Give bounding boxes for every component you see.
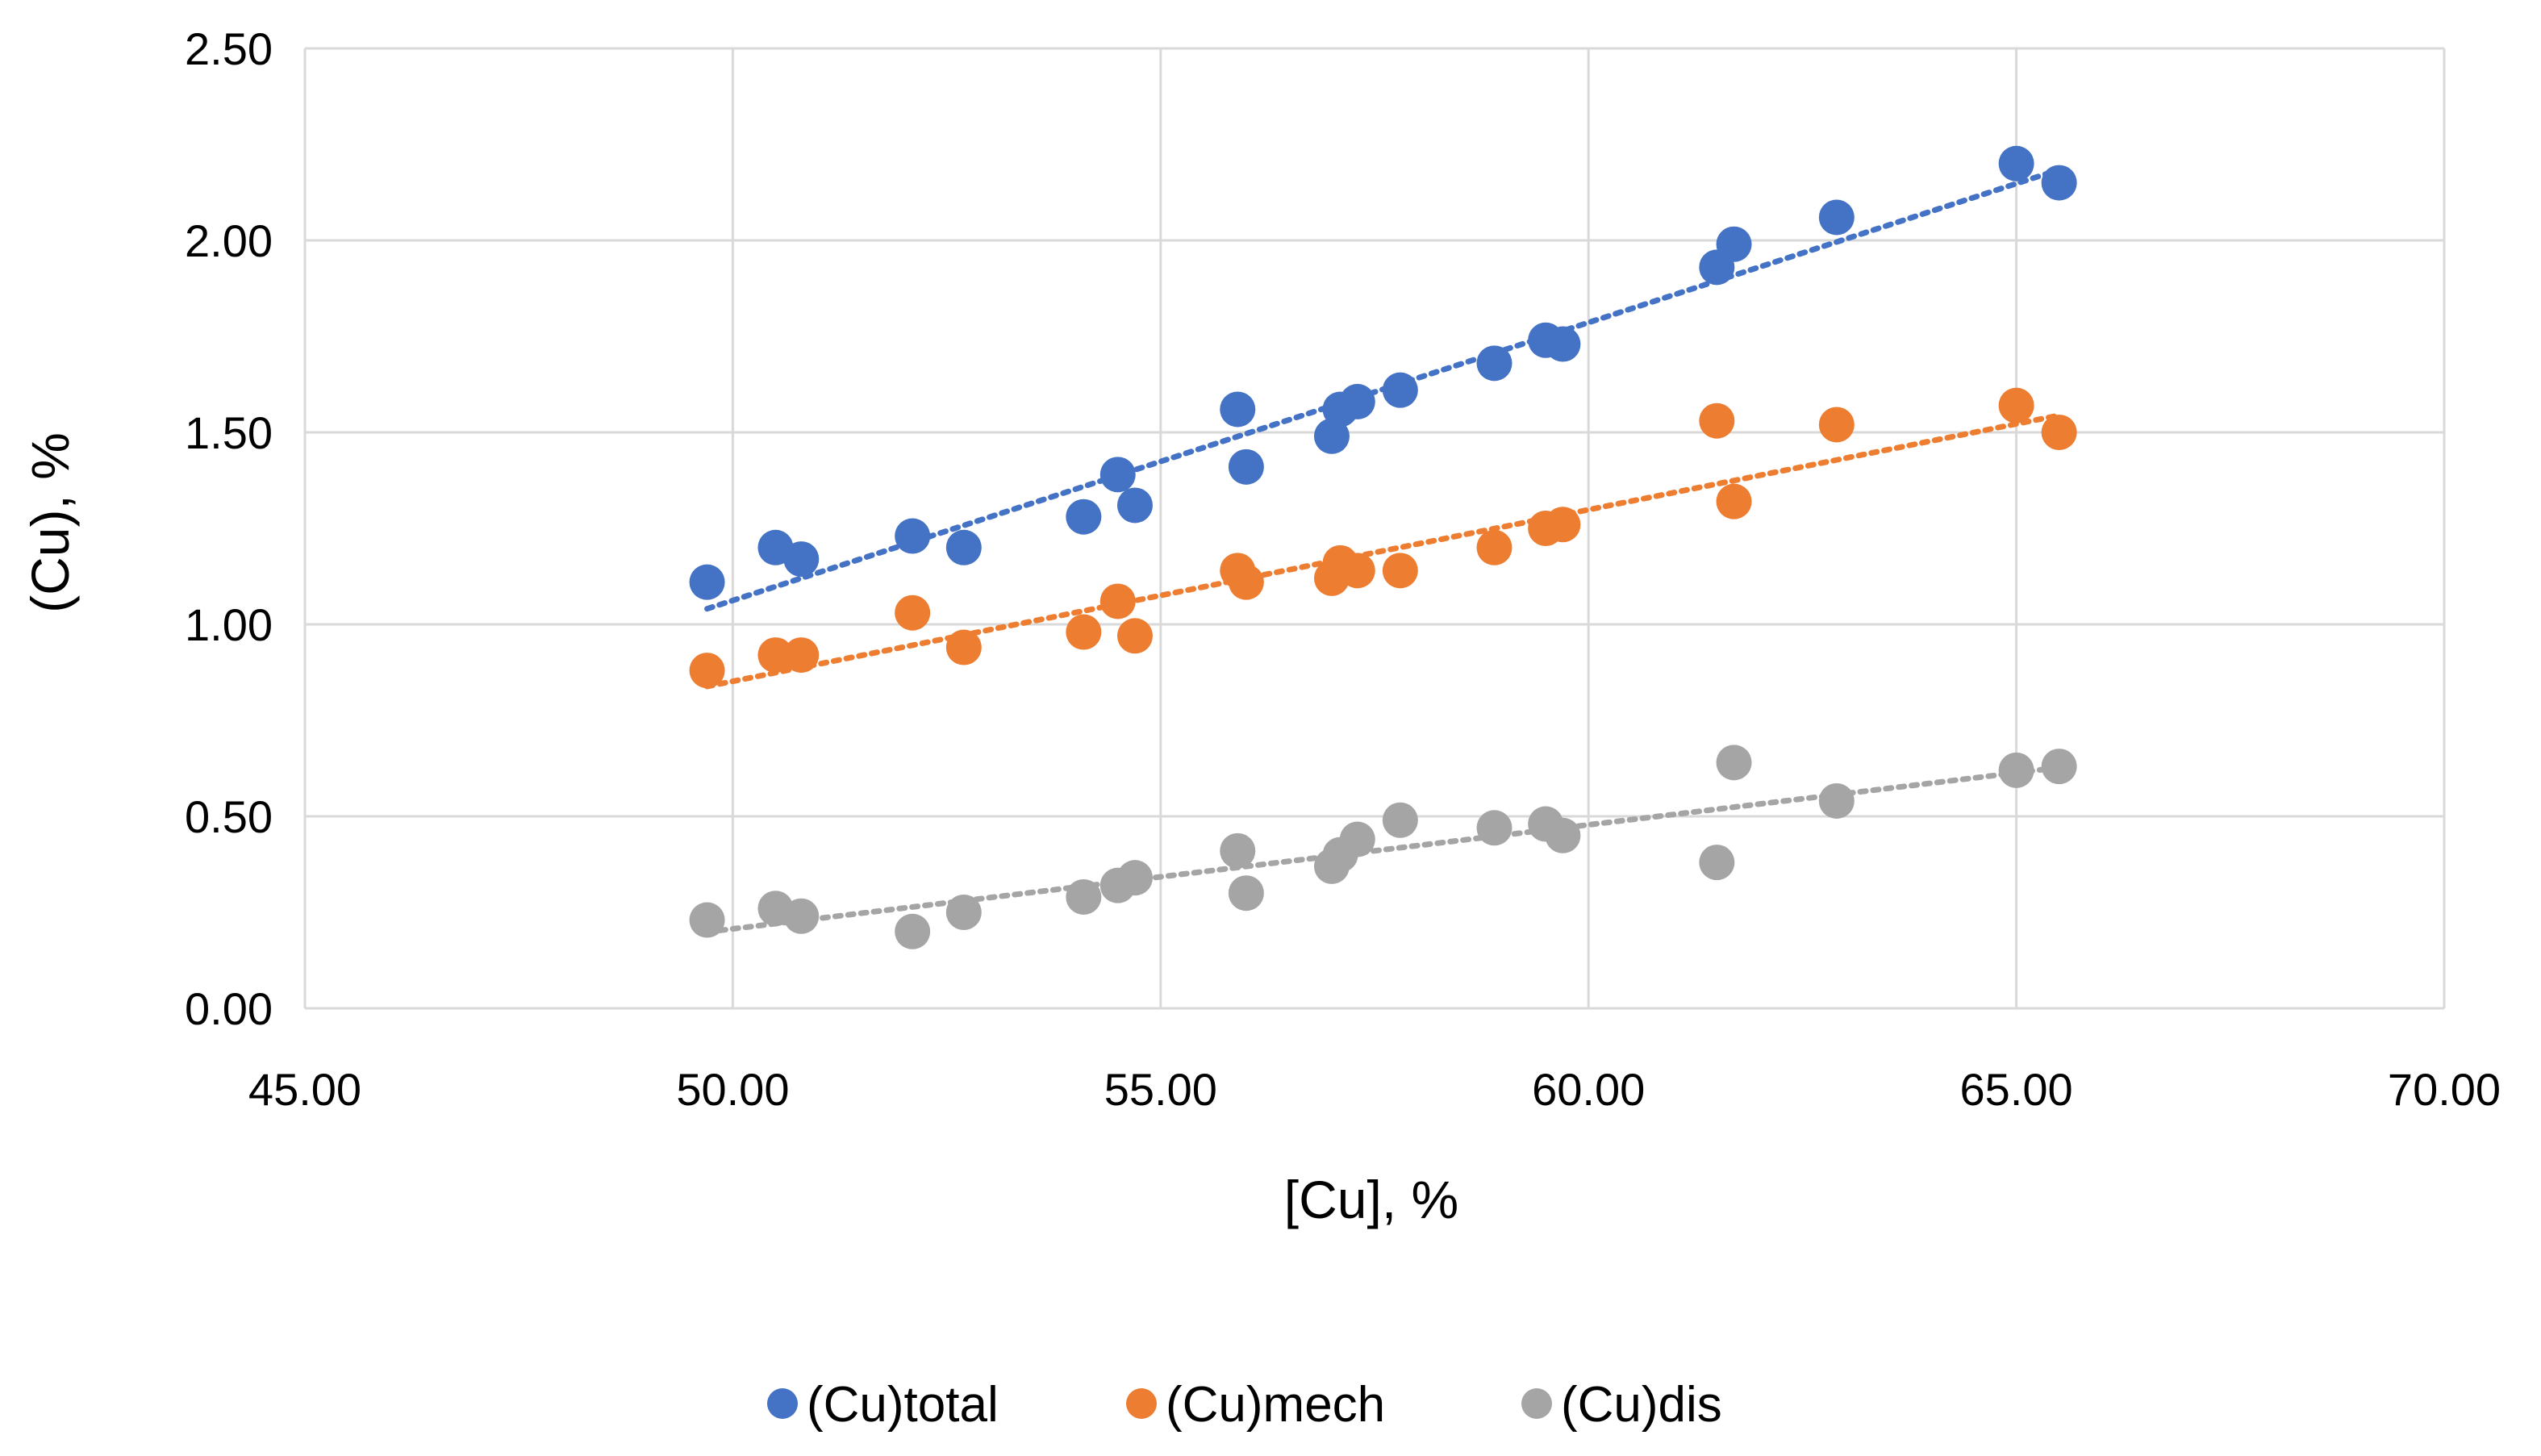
- data-point-cudis: [1066, 878, 1102, 915]
- y-tick-label: 0.00: [185, 983, 273, 1034]
- data-point-cutotal: [689, 564, 725, 600]
- y-tick-label: 1.00: [185, 599, 273, 650]
- legend-label: (Cu)mech: [1166, 1377, 1385, 1433]
- y-tick-label: 0.50: [185, 791, 273, 842]
- x-tick-label: 60.00: [1532, 1064, 1645, 1115]
- data-point-cudis: [945, 895, 982, 930]
- data-point-cutotal: [1066, 499, 1102, 535]
- data-point-cudis: [1228, 875, 1264, 912]
- data-point-cutotal: [1228, 448, 1264, 485]
- data-point-cudis: [1116, 860, 1153, 896]
- data-point-cutotal: [1099, 457, 1136, 493]
- trendline-cudis: [704, 765, 2063, 935]
- data-point-cudis: [895, 913, 931, 949]
- data-point-cumech: [689, 653, 725, 689]
- data-point-cumech: [1998, 387, 2034, 423]
- data-point-cumech: [1818, 407, 1855, 443]
- data-point-cutotal: [1313, 418, 1350, 454]
- y-tick-label: 2.00: [185, 215, 273, 266]
- data-points: [689, 145, 2077, 949]
- data-point-cumech: [1066, 614, 1102, 650]
- data-point-cutotal: [1476, 345, 1512, 382]
- legend-label: (Cu)dis: [1561, 1377, 1722, 1433]
- grid: [303, 47, 2446, 1010]
- data-point-cumech: [1116, 618, 1153, 654]
- data-point-cutotal: [1545, 326, 1581, 362]
- x-axis-label: [Cu], %: [1284, 1170, 1458, 1229]
- data-point-cutotal: [1116, 487, 1153, 524]
- data-point-cudis: [783, 898, 820, 934]
- data-point-cudis: [1476, 810, 1512, 846]
- legend: (Cu)total (Cu)mech (Cu)dis: [767, 1377, 1722, 1433]
- data-point-cumech: [1476, 529, 1512, 565]
- data-point-cumech: [1699, 403, 1735, 439]
- data-point-cutotal: [783, 541, 820, 578]
- legend-marker: [767, 1388, 798, 1419]
- data-point-cutotal: [1339, 383, 1375, 419]
- data-point-cumech: [783, 637, 820, 674]
- data-point-cutotal: [1220, 391, 1256, 428]
- data-point-cudis: [1716, 745, 1752, 781]
- data-point-cumech: [895, 594, 931, 631]
- trendline-cumech: [704, 412, 2063, 690]
- data-point-cutotal: [895, 518, 931, 554]
- data-point-cudis: [1382, 802, 1418, 838]
- legend-marker: [1126, 1388, 1157, 1419]
- data-point-cutotal: [1716, 226, 1752, 262]
- data-point-cumech: [945, 629, 982, 665]
- x-tick-label: 70.00: [2388, 1064, 2501, 1115]
- data-point-cudis: [2041, 749, 2077, 785]
- data-point-cudis: [1339, 821, 1375, 857]
- data-point-cudis: [689, 902, 725, 938]
- y-tick-label: 2.50: [185, 23, 273, 74]
- data-point-cudis: [1220, 832, 1256, 869]
- legend-marker: [1521, 1388, 1552, 1419]
- data-point-cumech: [1716, 483, 1752, 519]
- data-point-cudis: [1699, 845, 1735, 881]
- data-point-cudis: [1545, 817, 1581, 853]
- data-point-cutotal: [2041, 165, 2077, 201]
- data-point-cutotal: [1382, 372, 1418, 408]
- x-axis-ticks: 45.00 50.00 55.00 60.00 65.00 70.00: [248, 1064, 2501, 1115]
- data-point-cumech: [2041, 415, 2077, 450]
- y-axis-label: (Cu), %: [20, 432, 80, 613]
- data-point-cudis: [1818, 782, 1855, 819]
- data-point-cutotal: [1818, 199, 1855, 236]
- y-axis-ticks: 0.00 0.50 1.00 1.50 2.00 2.50: [185, 23, 273, 1034]
- x-tick-label: 50.00: [676, 1064, 789, 1115]
- data-point-cutotal: [945, 529, 982, 565]
- y-tick-label: 1.50: [185, 407, 273, 458]
- data-point-cudis: [1998, 752, 2034, 788]
- legend-label: (Cu)total: [807, 1377, 999, 1433]
- data-point-cumech: [757, 637, 794, 674]
- data-point-cumech: [1545, 507, 1581, 543]
- x-tick-label: 65.00: [1960, 1064, 2073, 1115]
- data-point-cumech: [1099, 583, 1136, 620]
- data-point-cumech: [1228, 564, 1264, 600]
- data-point-cutotal: [1998, 145, 2034, 181]
- data-point-cumech: [1382, 553, 1418, 589]
- x-tick-label: 55.00: [1104, 1064, 1217, 1115]
- x-tick-label: 45.00: [248, 1064, 361, 1115]
- data-point-cumech: [1339, 553, 1375, 589]
